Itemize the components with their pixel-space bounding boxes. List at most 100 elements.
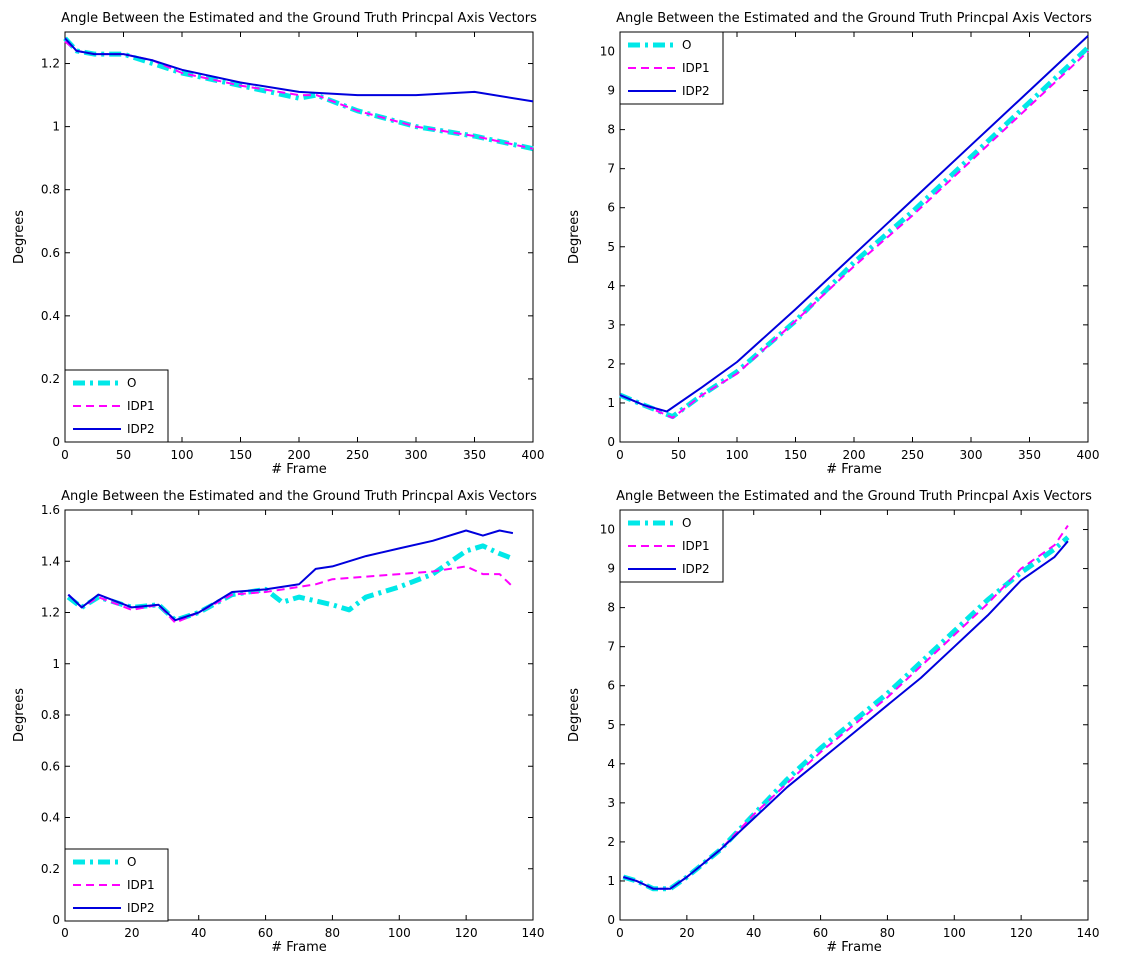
- x-tick-label: 400: [522, 448, 545, 462]
- y-tick-label: 0.6: [41, 246, 60, 260]
- y-axis-label: Degrees: [567, 688, 582, 742]
- y-tick-label: 0.6: [41, 759, 60, 773]
- chart-panel-2: Angle Between the Estimated and the Grou…: [567, 11, 1099, 477]
- chart-title: Angle Between the Estimated and the Grou…: [61, 11, 537, 26]
- x-tick-label: 350: [463, 448, 486, 462]
- y-tick-label: 0.4: [41, 309, 60, 323]
- y-tick-label: 1: [607, 396, 615, 410]
- y-tick-label: 1: [52, 120, 60, 134]
- y-tick-label: 8: [607, 601, 615, 615]
- x-tick-label: 150: [784, 448, 807, 462]
- y-tick-label: 8: [607, 123, 615, 137]
- y-tick-label: 0.2: [41, 372, 60, 386]
- legend-label-idp1: IDP1: [682, 61, 710, 75]
- y-tick-label: 0: [52, 435, 60, 449]
- series-line-o: [619, 45, 1090, 420]
- y-tick-label: 0.4: [41, 811, 60, 825]
- y-tick-label: 3: [607, 796, 615, 810]
- x-tick-label: 0: [61, 926, 69, 940]
- legend-label-o: O: [682, 38, 691, 52]
- y-tick-label: 2: [607, 357, 615, 371]
- x-tick-label: 400: [1077, 448, 1100, 462]
- y-tick-label: 7: [607, 162, 615, 176]
- x-tick-label: 140: [1077, 926, 1100, 940]
- legend-label-idp2: IDP2: [127, 901, 155, 915]
- legend-label-idp2: IDP2: [682, 84, 710, 98]
- y-tick-label: 6: [607, 201, 615, 215]
- legend: O IDP1 IDP2: [619, 31, 724, 105]
- y-tick-label: 5: [607, 240, 615, 254]
- series-line-idp2: [64, 37, 534, 103]
- x-tick-label: 120: [1010, 926, 1033, 940]
- legend-label-idp1: IDP1: [127, 878, 155, 892]
- y-tick-label: 7: [607, 640, 615, 654]
- x-tick-label: 100: [388, 926, 411, 940]
- legend: O IDP1 IDP2: [64, 369, 169, 443]
- legend-label-idp1: IDP1: [127, 399, 155, 413]
- y-tick-label: 0: [607, 435, 615, 449]
- y-axis-label: Degrees: [567, 210, 582, 264]
- y-tick-label: 1: [607, 874, 615, 888]
- y-tick-label: 9: [607, 562, 615, 576]
- x-tick-label: 0: [616, 448, 624, 462]
- y-tick-label: 0: [52, 913, 60, 927]
- chart-title: Angle Between the Estimated and the Grou…: [616, 489, 1092, 504]
- x-axis-label: # Frame: [271, 462, 327, 477]
- y-tick-label: 4: [607, 279, 615, 293]
- y-tick-label: 1.4: [41, 554, 60, 568]
- y-tick-label: 10: [600, 523, 615, 537]
- chart-title: Angle Between the Estimated and the Grou…: [61, 489, 537, 504]
- x-tick-label: 50: [116, 448, 131, 462]
- x-tick-label: 140: [522, 926, 545, 940]
- y-tick-label: 3: [607, 318, 615, 332]
- x-tick-label: 250: [901, 448, 924, 462]
- series-line-idp1: [619, 50, 1089, 419]
- legend: O IDP1 IDP2: [64, 848, 169, 922]
- x-tick-label: 0: [616, 926, 624, 940]
- y-tick-label: 0.2: [41, 862, 60, 876]
- y-tick-label: 1.2: [41, 606, 60, 620]
- x-tick-label: 80: [325, 926, 340, 940]
- y-tick-label: 4: [607, 757, 615, 771]
- x-tick-label: 0: [61, 448, 69, 462]
- chart-title: Angle Between the Estimated and the Grou…: [616, 11, 1092, 26]
- legend-label-idp2: IDP2: [127, 422, 155, 436]
- chart-panel-3: Angle Between the Estimated and the Grou…: [12, 489, 544, 955]
- legend-label-idp2: IDP2: [682, 562, 710, 576]
- legend: O IDP1 IDP2: [619, 509, 724, 583]
- y-tick-label: 1.6: [41, 503, 60, 517]
- x-tick-label: 300: [405, 448, 428, 462]
- x-tick-label: 40: [191, 926, 206, 940]
- x-tick-label: 20: [124, 926, 139, 940]
- y-tick-label: 9: [607, 84, 615, 98]
- chart-panel-1: Angle Between the Estimated and the Grou…: [12, 11, 544, 477]
- x-tick-label: 150: [229, 448, 252, 462]
- legend-label-o: O: [127, 855, 136, 869]
- series-line-idp2: [67, 529, 514, 622]
- series-line-idp2: [623, 540, 1069, 890]
- y-tick-label: 2: [607, 835, 615, 849]
- y-tick-label: 0.8: [41, 708, 60, 722]
- x-tick-label: 120: [455, 926, 478, 940]
- x-tick-label: 200: [843, 448, 866, 462]
- y-tick-label: 1: [52, 657, 60, 671]
- x-tick-label: 100: [943, 926, 966, 940]
- x-tick-label: 100: [171, 448, 194, 462]
- y-tick-label: 6: [607, 679, 615, 693]
- y-tick-label: 10: [600, 45, 615, 59]
- x-tick-label: 40: [746, 926, 761, 940]
- x-tick-label: 60: [258, 926, 273, 940]
- x-tick-label: 50: [671, 448, 686, 462]
- legend-label-o: O: [127, 376, 136, 390]
- y-tick-label: 0: [607, 913, 615, 927]
- x-axis-label: # Frame: [826, 940, 882, 955]
- y-tick-label: 0.8: [41, 183, 60, 197]
- x-tick-label: 200: [288, 448, 311, 462]
- x-tick-label: 250: [346, 448, 369, 462]
- y-tick-label: 1.2: [41, 57, 60, 71]
- y-tick-label: 5: [607, 718, 615, 732]
- x-axis-label: # Frame: [271, 940, 327, 955]
- chart-panel-4: Angle Between the Estimated and the Grou…: [567, 489, 1099, 955]
- y-axis-label: Degrees: [12, 688, 27, 742]
